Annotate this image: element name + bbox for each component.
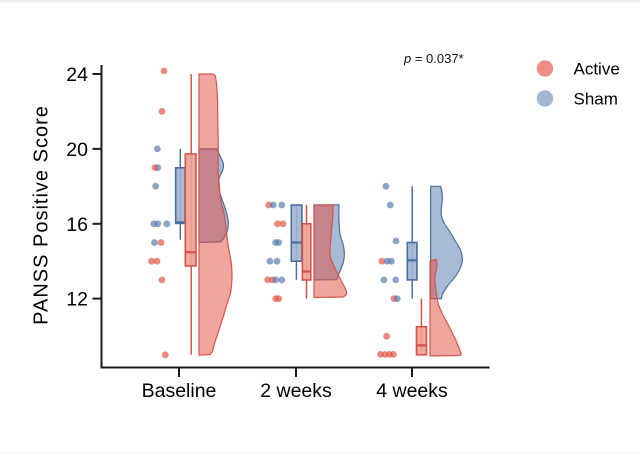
svg-text:20: 20 [66, 139, 88, 161]
svg-text:16: 16 [66, 214, 88, 236]
svg-text:24: 24 [66, 64, 88, 86]
svg-text:4 weeks: 4 weeks [376, 380, 448, 402]
svg-text:12: 12 [66, 289, 88, 311]
svg-text:p = 0.037*: p = 0.037* [403, 51, 464, 66]
svg-text:Baseline: Baseline [142, 380, 217, 402]
svg-text:Active: Active [574, 60, 620, 79]
svg-text:PANSS Positive Score: PANSS Positive Score [31, 105, 53, 325]
svg-text:2 weeks: 2 weeks [260, 380, 332, 402]
svg-text:Sham: Sham [574, 90, 618, 109]
